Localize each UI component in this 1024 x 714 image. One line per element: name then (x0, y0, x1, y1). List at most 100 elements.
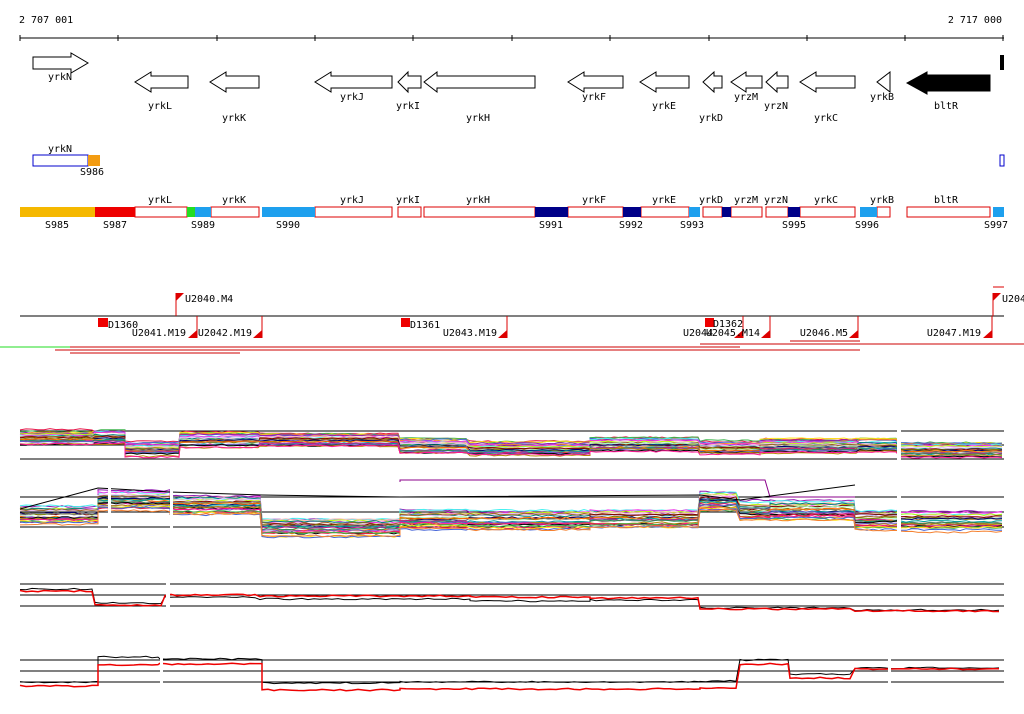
coordinate-ruler: 2 707 001 2 717 000 (19, 15, 1004, 41)
gene-track: yrkN yrkL yrkK yrkJ yrkI yrkH yrkF yrkE (32, 52, 1004, 124)
gene-yrkN[interactable]: yrkN (32, 52, 89, 83)
segment-S997[interactable] (993, 207, 1004, 217)
marker-flag (498, 330, 507, 338)
segment-id-label: S997 (984, 220, 1008, 231)
average-profile-red (19, 662, 999, 692)
segment-S989[interactable] (195, 207, 211, 217)
marker-block (98, 318, 108, 327)
segment-gene-label: yrkK (222, 195, 246, 206)
upper-marker-U204[interactable]: U204 (992, 286, 1024, 316)
gene-label: yrkE (652, 101, 676, 112)
expression-profile (19, 491, 1003, 521)
marker-block (401, 318, 410, 327)
segment-S990[interactable] (262, 207, 315, 217)
lower-marker-D1362[interactable]: D1362 (705, 318, 743, 330)
gene-outline[interactable] (906, 206, 991, 218)
segment-S989-green[interactable] (187, 207, 195, 217)
gene-yrkB[interactable]: yrkB (870, 70, 894, 103)
average-profile-red (19, 589, 999, 613)
gene-yrkK[interactable]: yrkK (209, 71, 260, 124)
gene-label: yrkH (466, 113, 490, 124)
panel-gap (897, 485, 901, 535)
segment-id-label: S991 (539, 220, 563, 231)
gene-outline[interactable] (876, 206, 891, 218)
marker-label: U2045.M14 (706, 328, 760, 339)
gene-yrkC[interactable]: yrkC (799, 71, 856, 124)
lower-marker-U2046[interactable]: U2046.M5 (800, 316, 859, 339)
gene-label: yrkN (48, 72, 72, 83)
segment-small-navy[interactable] (722, 207, 731, 217)
marker-flag (176, 293, 184, 301)
gene-label: yrkK (222, 113, 246, 124)
gene-arrow (423, 70, 536, 94)
segment-S985[interactable] (20, 207, 95, 217)
gene-outline[interactable] (567, 206, 624, 218)
segment-blocks (20, 207, 1004, 217)
segment-gene-label: yrkE (652, 195, 676, 206)
ruler-ticks (19, 35, 1004, 41)
segment-gene-label: yrkH (466, 195, 490, 206)
gene-yrkI[interactable]: yrkI (396, 70, 422, 112)
lower-marker-U2044[interactable]: U2044 (683, 328, 713, 339)
gene-label: yrzM (734, 92, 758, 103)
gene-yrkE[interactable]: yrkE (639, 71, 690, 112)
upper-marker-U2040[interactable]: U2040.M4 (175, 293, 233, 316)
gene-outline[interactable] (730, 206, 763, 218)
gene-outline[interactable] (397, 206, 422, 218)
segment-S993[interactable] (689, 207, 700, 217)
gene-arrow (32, 52, 89, 74)
lower-marker-U2042[interactable]: U2042.M19 (198, 316, 263, 339)
segment-S991[interactable] (535, 207, 568, 217)
gene-yrkL[interactable]: yrkL (134, 71, 189, 112)
marker-flag (761, 330, 770, 338)
reverse-segment-track: yrkL yrkK yrkJ yrkI yrkH yrkF yrkE yrkD … (20, 195, 1008, 231)
gene-yrzM[interactable]: yrzM (730, 71, 763, 103)
gene-yrkF[interactable]: yrkF (567, 71, 624, 103)
expression-profile (19, 503, 1002, 532)
gene-label: yrkC (814, 113, 838, 124)
segment-gene-label: yrkC (814, 195, 838, 206)
lower-marker-U2041[interactable]: U2041.M19 (132, 316, 198, 339)
gene-yrkJ[interactable]: yrkJ (314, 71, 393, 103)
gene-outline[interactable] (134, 206, 188, 218)
marker-flag (849, 330, 858, 338)
gene-outline[interactable] (423, 206, 536, 218)
gene-label: yrkF (582, 92, 606, 103)
expression-profile (19, 508, 1003, 538)
lower-marker-D1361[interactable]: D1361 (401, 318, 440, 331)
gene-outline[interactable] (799, 206, 856, 218)
marker-label: D1361 (410, 320, 440, 331)
gene-yrzN[interactable]: yrzN (764, 70, 789, 112)
forward-segment-block[interactable] (88, 155, 100, 166)
lower-marker-U2045[interactable]: U2045.M14 (706, 316, 771, 339)
gene-outline[interactable] (702, 206, 723, 218)
gene-arrow (134, 71, 189, 93)
marker-flag (253, 330, 262, 338)
marker-label: U204 (1002, 294, 1024, 305)
panel-gap (897, 426, 901, 466)
gene-label: yrzN (764, 101, 788, 112)
segment-S995[interactable] (788, 207, 800, 217)
gene-yrkH[interactable]: yrkH (423, 70, 536, 124)
forward-gene-box[interactable] (32, 154, 89, 167)
gene-yrkD[interactable]: yrkD (699, 70, 723, 124)
gene-outline[interactable] (765, 206, 789, 218)
lower-marker-U2047[interactable]: U2047.M19 (927, 316, 993, 339)
segment-gene-label: yrzN (764, 195, 788, 206)
forward-segment-track: yrkN S986 (32, 144, 1005, 178)
gene-outline[interactable] (640, 206, 690, 218)
segment-S992[interactable] (623, 207, 641, 217)
gene-outline[interactable] (210, 206, 260, 218)
expression-profile (19, 499, 1003, 532)
gene-label: yrkB (870, 92, 894, 103)
gene-bltR[interactable]: bltR (905, 71, 991, 112)
gene-arrow (799, 71, 856, 93)
gene-outline[interactable] (314, 206, 393, 218)
lower-marker-D1360[interactable]: D1360 (98, 318, 138, 331)
panel-gap (170, 485, 173, 535)
segment-S987[interactable] (95, 207, 135, 217)
average-panel-forward (19, 583, 1004, 613)
lower-marker-U2043[interactable]: U2043.M19 (443, 316, 508, 339)
segment-S996[interactable] (860, 207, 877, 217)
segment-gene-label: yrzM (734, 195, 758, 206)
